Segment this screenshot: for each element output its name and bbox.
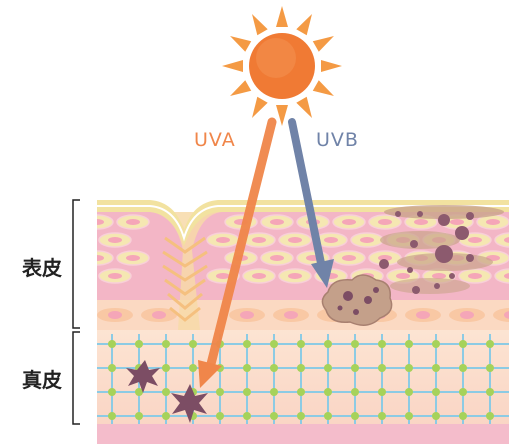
epidermis-label: 表皮 [22, 256, 62, 280]
uva-damage-star-large [171, 384, 208, 423]
wrinkle-fold [150, 212, 222, 330]
layer-brackets [72, 199, 80, 425]
uvb-label: UVB [316, 129, 359, 151]
sun-ray [296, 96, 312, 118]
sun-ray [276, 6, 288, 27]
uva-damage-star-small [126, 360, 160, 393]
sun-ray [230, 36, 252, 52]
uva-label: UVA [194, 129, 236, 151]
sun-ray [312, 80, 334, 96]
sun-ray [312, 36, 334, 52]
skin-cross-section [97, 200, 509, 444]
sun-ray [252, 96, 268, 118]
sun-ray [252, 14, 268, 36]
pigment-cluster [379, 205, 504, 294]
sun-ray [276, 105, 288, 126]
sun-ray [321, 60, 342, 72]
sun-ray [296, 14, 312, 36]
uva-arrow [198, 117, 277, 388]
uvb-damaged-cell [321, 274, 393, 326]
wrinkle-chevrons [162, 236, 208, 322]
stratum-corneum-line [97, 205, 509, 242]
collagen-fiber-mesh [97, 334, 509, 424]
sun-ray [222, 60, 243, 72]
uvb-arrow [288, 118, 334, 288]
sun-icon [222, 6, 342, 126]
sun-ray [230, 80, 252, 96]
dermis-label: 真皮 [22, 368, 62, 392]
dermis-bottom-band [97, 424, 509, 444]
